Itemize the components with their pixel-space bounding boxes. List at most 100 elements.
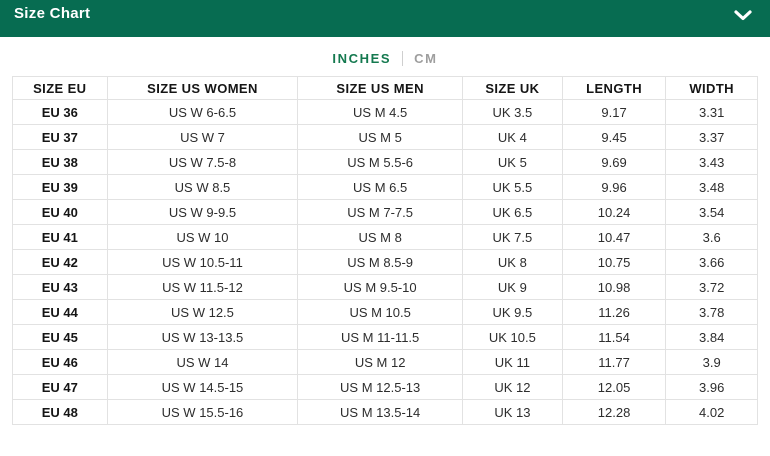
size-value-cell: US M 9.5-10: [297, 274, 463, 300]
size-eu-cell: EU 36: [12, 99, 108, 125]
size-value-cell: UK 11: [461, 349, 563, 375]
size-value-cell: 9.45: [561, 124, 667, 150]
size-eu-cell: EU 37: [12, 124, 108, 150]
size-value-cell: UK 9.5: [461, 299, 563, 325]
size-table-container: SIZE EU SIZE US WOMEN SIZE US MEN SIZE UK LE…: [12, 76, 758, 425]
size-value-cell: UK 10.5: [461, 324, 563, 350]
size-value-cell: 10.75: [561, 249, 667, 275]
size-eu-cell: EU 44: [12, 299, 108, 325]
size-value-cell: UK 3.5: [461, 99, 563, 125]
table-row: EU 38 US W 7.5-8 US M 5.5-6 UK 5 9.69 3.43: [12, 149, 758, 175]
size-value-cell: US M 5.5-6: [297, 149, 463, 175]
size-value-cell: 11.77: [561, 349, 667, 375]
column-header: SIZE UK: [461, 76, 563, 100]
size-eu-cell: EU 40: [12, 199, 108, 225]
size-value-cell: UK 8: [461, 249, 563, 275]
table-row: EU 43 US W 11.5-12 US M 9.5-10 UK 9 10.98 3.7…: [12, 274, 758, 300]
size-value-cell: US W 10.5-11: [106, 249, 299, 275]
size-chart-header[interactable]: Size Chart: [0, 0, 770, 37]
size-eu-cell: EU 38: [12, 149, 108, 175]
size-value-cell: 9.96: [561, 174, 667, 200]
size-value-cell: UK 5: [461, 149, 563, 175]
size-value-cell: 3.43: [665, 149, 758, 175]
size-value-cell: US W 8.5: [106, 174, 299, 200]
size-eu-cell: EU 41: [12, 224, 108, 250]
column-header: WIDTH: [665, 76, 758, 100]
size-value-cell: 3.6: [665, 224, 758, 250]
table-row: EU 47 US W 14.5-15 US M 12.5-13 UK 12 12.05 3…: [12, 374, 758, 400]
size-value-cell: US W 6-6.5: [106, 99, 299, 125]
size-value-cell: US M 10.5: [297, 299, 463, 325]
size-eu-cell: EU 45: [12, 324, 108, 350]
size-value-cell: US M 12: [297, 349, 463, 375]
table-row: EU 44 US W 12.5 US M 10.5 UK 9.5 11.26 3.78: [12, 299, 758, 325]
size-eu-cell: EU 39: [12, 174, 108, 200]
size-eu-cell: EU 47: [12, 374, 108, 400]
size-value-cell: US M 13.5-14: [297, 399, 463, 425]
size-value-cell: 9.17: [561, 99, 667, 125]
size-value-cell: UK 4: [461, 124, 563, 150]
size-value-cell: 3.84: [665, 324, 758, 350]
size-value-cell: US W 10: [106, 224, 299, 250]
unit-option-inches[interactable]: INCHES: [332, 51, 392, 66]
size-value-cell: US M 8: [297, 224, 463, 250]
size-value-cell: 3.37: [665, 124, 758, 150]
unit-toggle-divider: [402, 51, 404, 66]
size-value-cell: 3.48: [665, 174, 758, 200]
size-value-cell: 12.28: [561, 399, 667, 425]
size-value-cell: US M 4.5: [297, 99, 463, 125]
table-row: EU 46 US W 14 US M 12 UK 11 11.77 3.9: [12, 349, 758, 375]
column-header: SIZE EU: [12, 76, 108, 100]
size-value-cell: 3.72: [665, 274, 758, 300]
size-value-cell: US W 14: [106, 349, 299, 375]
table-row: EU 42 US W 10.5-11 US M 8.5-9 UK 8 10.75 3.66: [12, 249, 758, 275]
size-eu-cell: EU 42: [12, 249, 108, 275]
size-value-cell: US W 11.5-12: [106, 274, 299, 300]
size-value-cell: US M 6.5: [297, 174, 463, 200]
panel-title: Size Chart: [14, 5, 91, 22]
size-value-cell: UK 12: [461, 374, 563, 400]
size-value-cell: US M 12.5-13: [297, 374, 463, 400]
column-header: SIZE US MEN: [297, 76, 463, 100]
size-value-cell: UK 6.5: [461, 199, 563, 225]
size-value-cell: US M 11-11.5: [297, 324, 463, 350]
size-value-cell: US W 15.5-16: [106, 399, 299, 425]
size-value-cell: UK 13: [461, 399, 563, 425]
size-table: SIZE EU SIZE US WOMEN SIZE US MEN SIZE UK LE…: [12, 76, 758, 425]
size-value-cell: US M 8.5-9: [297, 249, 463, 275]
size-value-cell: 12.05: [561, 374, 667, 400]
table-row: EU 39 US W 8.5 US M 6.5 UK 5.5 9.96 3.48: [12, 174, 758, 200]
size-value-cell: US M 5: [297, 124, 463, 150]
size-value-cell: US W 12.5: [106, 299, 299, 325]
size-value-cell: UK 9: [461, 274, 563, 300]
size-value-cell: US W 9-9.5: [106, 199, 299, 225]
size-value-cell: 3.9: [665, 349, 758, 375]
size-value-cell: US W 7.5-8: [106, 149, 299, 175]
size-value-cell: 10.98: [561, 274, 667, 300]
size-eu-cell: EU 43: [12, 274, 108, 300]
size-value-cell: US M 7-7.5: [297, 199, 463, 225]
size-value-cell: UK 5.5: [461, 174, 563, 200]
size-value-cell: 9.69: [561, 149, 667, 175]
column-header: SIZE US WOMEN: [106, 76, 299, 100]
size-value-cell: 4.02: [665, 399, 758, 425]
size-value-cell: 10.47: [561, 224, 667, 250]
size-value-cell: 3.66: [665, 249, 758, 275]
size-value-cell: UK 7.5: [461, 224, 563, 250]
table-row: EU 41 US W 10 US M 8 UK 7.5 10.47 3.6: [12, 224, 758, 250]
size-value-cell: 10.24: [561, 199, 667, 225]
column-header: LENGTH: [561, 76, 667, 100]
size-value-cell: 3.78: [665, 299, 758, 325]
size-value-cell: US W 7: [106, 124, 299, 150]
table-row: EU 36 US W 6-6.5 US M 4.5 UK 3.5 9.17 3.31: [12, 99, 758, 125]
table-row: EU 37 US W 7 US M 5 UK 4 9.45 3.37: [12, 124, 758, 150]
unit-option-cm[interactable]: CM: [414, 51, 438, 66]
size-value-cell: 11.26: [561, 299, 667, 325]
size-eu-cell: EU 46: [12, 349, 108, 375]
table-row: EU 45 US W 13-13.5 US M 11-11.5 UK 10.5 11.5…: [12, 324, 758, 350]
size-eu-cell: EU 48: [12, 399, 108, 425]
table-row: EU 48 US W 15.5-16 US M 13.5-14 UK 13 12.28 4…: [12, 399, 758, 425]
size-value-cell: US W 13-13.5: [106, 324, 299, 350]
size-value-cell: 3.96: [665, 374, 758, 400]
chevron-down-icon[interactable]: [734, 6, 752, 21]
